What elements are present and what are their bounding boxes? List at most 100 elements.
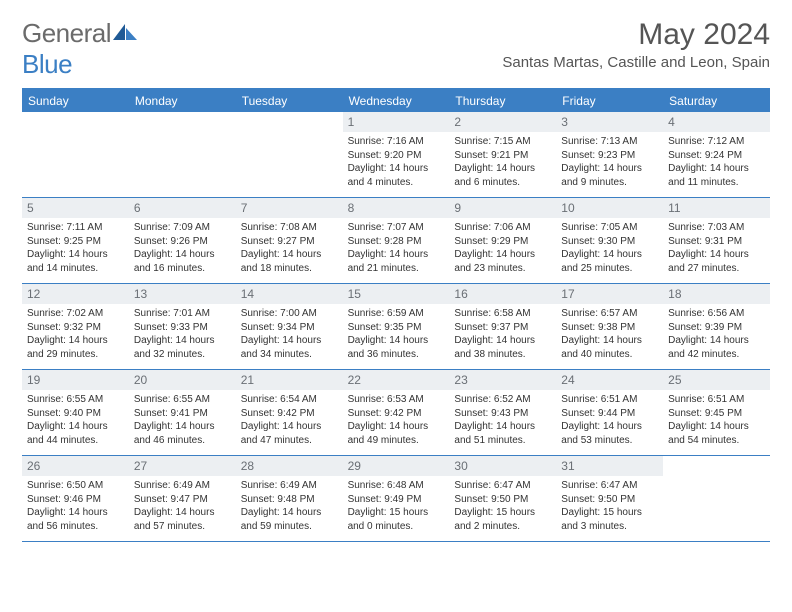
day-sunrise: Sunrise: 7:00 AM xyxy=(241,307,338,321)
day-sunrise: Sunrise: 6:47 AM xyxy=(561,479,658,493)
day-number: 29 xyxy=(343,456,450,476)
day-number: 16 xyxy=(449,284,556,304)
day-cell: 10 Sunrise: 7:05 AMSunset: 9:30 PMDayligh… xyxy=(556,198,663,283)
day-cell: 14Sunrise: 7:00 AMSunset: 9:34 PMDayligh… xyxy=(236,284,343,369)
day-day2: and 51 minutes. xyxy=(454,434,551,448)
logo-text-gray: General xyxy=(22,18,111,48)
day-cell: 13Sunrise: 7:01 AMSunset: 9:33 PMDayligh… xyxy=(129,284,236,369)
day-day2: and 9 minutes. xyxy=(561,176,658,190)
day-sunrise: Sunrise: 6:57 AM xyxy=(561,307,658,321)
weekday-header: Sunday Monday Tuesday Wednesday Thursday… xyxy=(22,90,770,112)
day-day1: Daylight: 14 hours xyxy=(27,248,124,262)
day-day1: Daylight: 15 hours xyxy=(348,506,445,520)
day-day2: and 47 minutes. xyxy=(241,434,338,448)
header: GeneralBlue May 2024 Santas Martas, Cast… xyxy=(22,18,770,80)
day-sunset: Sunset: 9:21 PM xyxy=(454,149,551,163)
day-number: 7 xyxy=(236,198,343,218)
day-sunrise: Sunrise: 6:49 AM xyxy=(134,479,231,493)
weekday-fri: Friday xyxy=(556,90,663,112)
weekday-thu: Thursday xyxy=(449,90,556,112)
weeks-container: 1Sunrise: 7:16 AMSunset: 9:20 PMDaylight… xyxy=(22,112,770,542)
weekday-wed: Wednesday xyxy=(343,90,450,112)
day-day2: and 53 minutes. xyxy=(561,434,658,448)
day-sunrise: Sunrise: 6:51 AM xyxy=(561,393,658,407)
day-sunrise: Sunrise: 7:15 AM xyxy=(454,135,551,149)
day-number: 2 xyxy=(449,112,556,132)
week-row: 19Sunrise: 6:55 AMSunset: 9:40 PMDayligh… xyxy=(22,370,770,456)
day-sunset: Sunset: 9:24 PM xyxy=(668,149,765,163)
day-sunset: Sunset: 9:30 PM xyxy=(561,235,658,249)
day-number: 10 xyxy=(556,198,663,218)
day-day1: Daylight: 14 hours xyxy=(454,420,551,434)
day-sunset: Sunset: 9:49 PM xyxy=(348,493,445,507)
weekday-sun: Sunday xyxy=(22,90,129,112)
day-number: 5 xyxy=(22,198,129,218)
day-sunrise: Sunrise: 7:03 AM xyxy=(668,221,765,235)
week-row: 26Sunrise: 6:50 AMSunset: 9:46 PMDayligh… xyxy=(22,456,770,542)
day-number: 31 xyxy=(556,456,663,476)
day-day1: Daylight: 14 hours xyxy=(241,506,338,520)
day-day2: and 54 minutes. xyxy=(668,434,765,448)
day-day1: Daylight: 14 hours xyxy=(241,248,338,262)
week-row: 5Sunrise: 7:11 AMSunset: 9:25 PMDaylight… xyxy=(22,198,770,284)
day-sunset: Sunset: 9:31 PM xyxy=(668,235,765,249)
day-day1: Daylight: 14 hours xyxy=(668,420,765,434)
day-day1: Daylight: 14 hours xyxy=(454,248,551,262)
day-day1: Daylight: 14 hours xyxy=(348,420,445,434)
day-number: 9 xyxy=(449,198,556,218)
day-day1: Daylight: 14 hours xyxy=(561,248,658,262)
day-number: 22 xyxy=(343,370,450,390)
logo-text-blue: Blue xyxy=(22,49,72,79)
day-sunrise: Sunrise: 7:02 AM xyxy=(27,307,124,321)
day-sunrise: Sunrise: 7:13 AM xyxy=(561,135,658,149)
day-sunrise: Sunrise: 6:59 AM xyxy=(348,307,445,321)
day-sunset: Sunset: 9:33 PM xyxy=(134,321,231,335)
day-day2: and 34 minutes. xyxy=(241,348,338,362)
day-sunset: Sunset: 9:43 PM xyxy=(454,407,551,421)
day-sunrise: Sunrise: 7:01 AM xyxy=(134,307,231,321)
day-number: 4 xyxy=(663,112,770,132)
day-number: 13 xyxy=(129,284,236,304)
location-text: Santas Martas, Castille and Leon, Spain xyxy=(502,54,770,71)
day-sunset: Sunset: 9:42 PM xyxy=(241,407,338,421)
day-sunset: Sunset: 9:50 PM xyxy=(454,493,551,507)
day-sunrise: Sunrise: 7:05 AM xyxy=(561,221,658,235)
day-number: 23 xyxy=(449,370,556,390)
day-number: 25 xyxy=(663,370,770,390)
logo-text: GeneralBlue xyxy=(22,18,139,80)
day-day2: and 56 minutes. xyxy=(27,520,124,534)
day-cell: 2Sunrise: 7:15 AMSunset: 9:21 PMDaylight… xyxy=(449,112,556,197)
weekday-sat: Saturday xyxy=(663,90,770,112)
day-cell: 26Sunrise: 6:50 AMSunset: 9:46 PMDayligh… xyxy=(22,456,129,541)
day-day2: and 36 minutes. xyxy=(348,348,445,362)
day-sunset: Sunset: 9:38 PM xyxy=(561,321,658,335)
day-day2: and 11 minutes. xyxy=(668,176,765,190)
day-day2: and 44 minutes. xyxy=(27,434,124,448)
day-day1: Daylight: 14 hours xyxy=(561,162,658,176)
logo: GeneralBlue xyxy=(22,18,139,80)
day-cell: 9Sunrise: 7:06 AMSunset: 9:29 PMDaylight… xyxy=(449,198,556,283)
day-day2: and 40 minutes. xyxy=(561,348,658,362)
day-sunset: Sunset: 9:45 PM xyxy=(668,407,765,421)
day-day1: Daylight: 15 hours xyxy=(454,506,551,520)
day-day1: Daylight: 14 hours xyxy=(348,248,445,262)
day-day1: Daylight: 14 hours xyxy=(668,162,765,176)
day-number: 12 xyxy=(22,284,129,304)
day-day2: and 0 minutes. xyxy=(348,520,445,534)
day-number: 21 xyxy=(236,370,343,390)
day-day2: and 27 minutes. xyxy=(668,262,765,276)
day-sunrise: Sunrise: 7:12 AM xyxy=(668,135,765,149)
day-cell xyxy=(22,112,129,197)
day-cell: 21Sunrise: 6:54 AMSunset: 9:42 PMDayligh… xyxy=(236,370,343,455)
day-day2: and 14 minutes. xyxy=(27,262,124,276)
day-day1: Daylight: 14 hours xyxy=(668,248,765,262)
day-number: 18 xyxy=(663,284,770,304)
weekday-tue: Tuesday xyxy=(236,90,343,112)
day-sunrise: Sunrise: 6:54 AM xyxy=(241,393,338,407)
day-day2: and 18 minutes. xyxy=(241,262,338,276)
day-cell: 6Sunrise: 7:09 AMSunset: 9:26 PMDaylight… xyxy=(129,198,236,283)
day-cell xyxy=(236,112,343,197)
day-sunset: Sunset: 9:46 PM xyxy=(27,493,124,507)
day-sunset: Sunset: 9:28 PM xyxy=(348,235,445,249)
day-number: 17 xyxy=(556,284,663,304)
